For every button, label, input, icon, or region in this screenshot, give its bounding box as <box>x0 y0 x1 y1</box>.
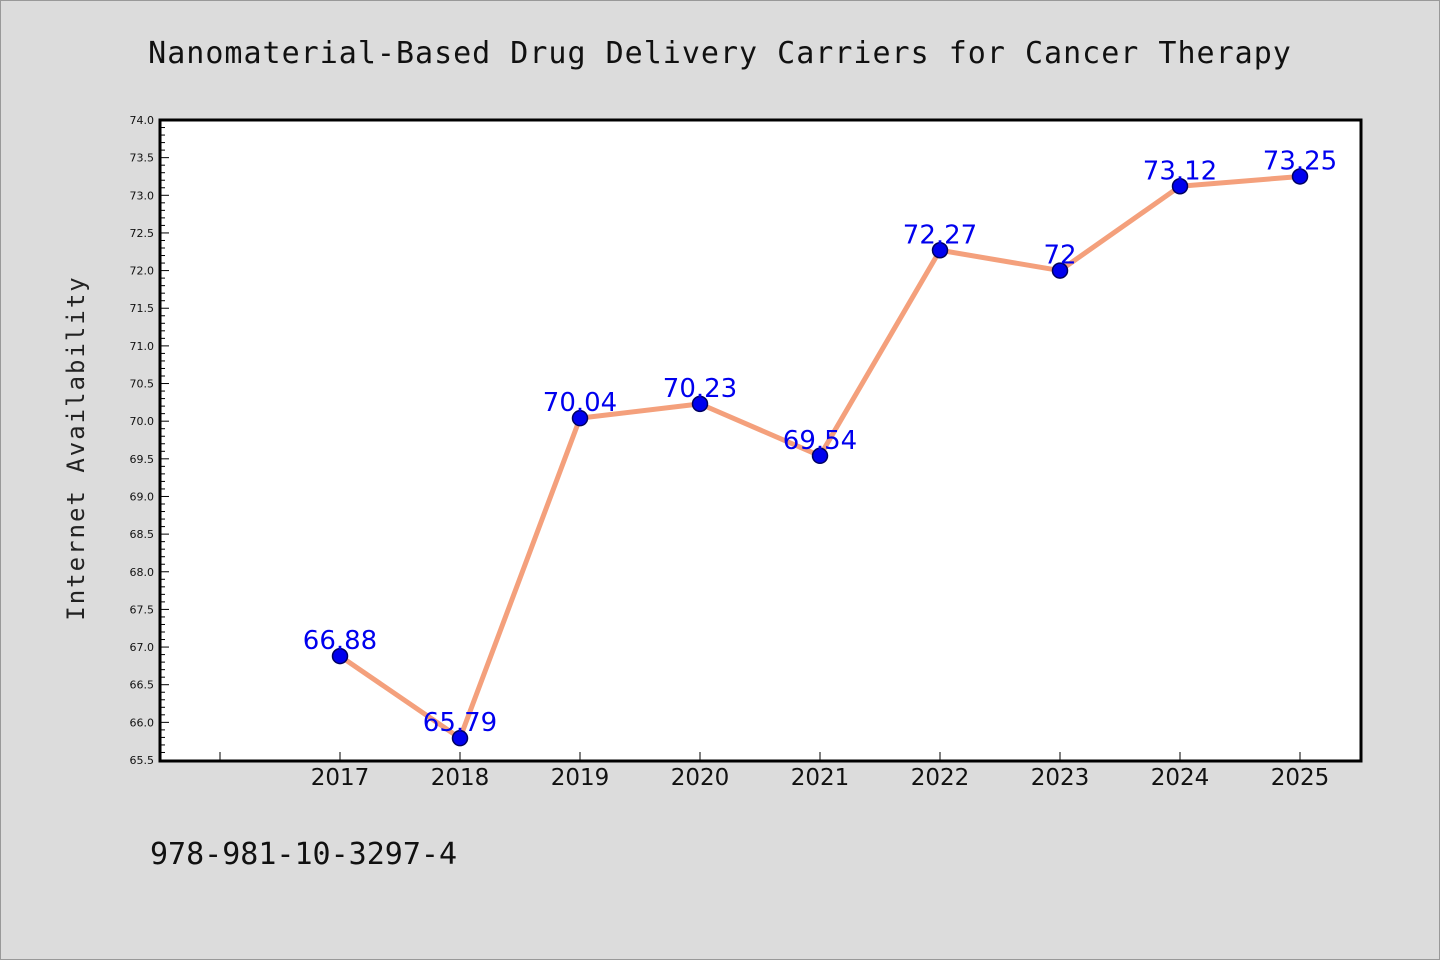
y-tick-label: 68.5 <box>130 528 155 541</box>
y-tick-label: 70.0 <box>130 415 155 428</box>
data-label: 73.12 <box>1143 156 1217 186</box>
chart-title: Nanomaterial-Based Drug Delivery Carrier… <box>148 36 1292 71</box>
x-tick-label: 2018 <box>431 765 490 791</box>
y-tick-label: 74.0 <box>130 114 155 127</box>
x-axis-ticks: 2017 2018 2019 2020 2021 2022 2023 2024 2025 <box>219 752 1330 791</box>
x-tick-label: 2020 <box>671 765 730 791</box>
x-tick-label: 2024 <box>1151 765 1210 791</box>
y-tick-label: 68.0 <box>130 566 155 579</box>
data-label: 72.27 <box>903 220 977 250</box>
y-tick-label: 66.0 <box>130 716 155 729</box>
data-label: 70.04 <box>543 388 617 418</box>
data-point <box>1171 178 1189 195</box>
data-point <box>931 242 949 259</box>
x-tick-label: 2017 <box>311 765 370 791</box>
data-point <box>331 647 349 665</box>
data-label: 70.23 <box>663 374 737 404</box>
y-tick-label: 69.0 <box>130 490 155 503</box>
y-tick-label: 73.5 <box>130 152 155 165</box>
data-label: 69.54 <box>783 426 857 456</box>
y-tick-label: 67.5 <box>130 603 155 616</box>
data-point <box>1051 262 1069 279</box>
x-tick-label: 2019 <box>551 765 610 791</box>
y-tick-label: 73.0 <box>130 189 155 202</box>
data-label: 72 <box>1043 241 1076 271</box>
y-tick-label: 70.5 <box>130 378 155 391</box>
isbn-footer: 978-981-10-3297-4 <box>150 837 457 872</box>
y-axis-label: Internet Availability <box>62 275 90 620</box>
data-point <box>1291 168 1309 185</box>
x-tick-label: 2023 <box>1031 765 1090 791</box>
data-labels: 66.88 65.79 70.04 70.23 69.54 72.27 72 73.12 73.… <box>303 146 1337 738</box>
x-tick-label: 2022 <box>911 765 970 791</box>
data-label: 73.25 <box>1263 146 1337 176</box>
data-point <box>691 395 709 413</box>
x-tick-label: 2025 <box>1271 765 1330 791</box>
data-label: 65.79 <box>423 708 497 738</box>
y-tick-label: 72.0 <box>130 265 155 278</box>
y-tick-label: 65.5 <box>130 754 155 767</box>
data-label: 66.88 <box>303 626 377 656</box>
data-points <box>331 168 1309 747</box>
data-point <box>451 729 469 747</box>
x-tick-label: 2021 <box>791 765 850 791</box>
data-point <box>571 409 589 427</box>
plot-area <box>158 118 1363 763</box>
y-tick-label: 69.5 <box>130 453 155 466</box>
y-tick-label: 67.0 <box>130 641 155 654</box>
y-tick-label: 66.5 <box>130 679 155 692</box>
data-point <box>811 447 829 465</box>
y-tick-label: 71.5 <box>130 302 155 315</box>
y-axis-ticks: 65.5 66.0 66.5 67.0 67.5 68.0 68.5 69.0 69.5 70.0… <box>130 114 169 767</box>
y-tick-label: 72.5 <box>130 227 155 240</box>
y-tick-label: 71.0 <box>130 340 155 353</box>
